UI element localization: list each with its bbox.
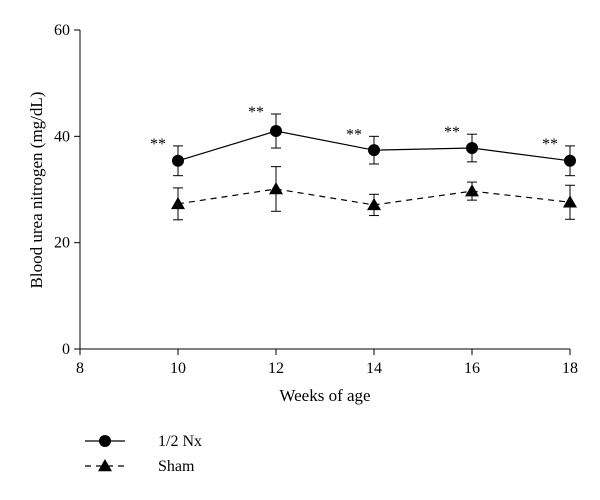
x-tick-label: 14 <box>366 360 382 377</box>
x-axis-label: Weeks of age <box>279 386 370 405</box>
x-tick-label: 10 <box>170 360 186 377</box>
y-tick-label: 20 <box>54 235 70 252</box>
series-layer: ** ** ** ** ** <box>150 104 577 221</box>
y-tick-label: 60 <box>54 22 70 39</box>
significance-label: ** <box>542 136 558 153</box>
legend: 1/2 Nx Sham <box>85 433 202 475</box>
significance-label: ** <box>444 124 460 141</box>
legend-marker <box>98 459 112 472</box>
significance-label: ** <box>248 104 264 121</box>
y-tick-label: 40 <box>54 128 70 145</box>
series-2 <box>171 166 577 221</box>
legend-item: Sham <box>85 458 195 475</box>
data-point <box>172 154 184 167</box>
significance-label: ** <box>150 136 166 153</box>
x-tick-label: 12 <box>268 360 284 377</box>
data-point <box>564 154 576 167</box>
legend-item: 1/2 Nx <box>85 433 202 450</box>
data-point <box>171 196 185 210</box>
x-tick-label: 8 <box>76 360 84 377</box>
data-point <box>563 195 577 208</box>
data-point <box>270 125 282 138</box>
axes: 8 10 12 14 16 18 0 20 40 60 <box>54 22 578 377</box>
data-point <box>367 197 381 211</box>
x-tick-label: 16 <box>464 360 480 377</box>
data-point <box>368 144 380 157</box>
legend-label: 1/2 Nx <box>158 433 202 450</box>
data-point <box>466 142 478 155</box>
legend-marker <box>99 435 111 447</box>
x-tick-label: 18 <box>562 360 578 377</box>
y-tick-label: 0 <box>62 341 70 358</box>
data-point <box>465 184 479 197</box>
y-axis-label: Blood urea nitrogen (mg/dL) <box>27 92 46 289</box>
significance-label: ** <box>346 126 362 143</box>
data-point <box>269 181 283 195</box>
series-1: ** ** ** ** ** <box>150 104 576 177</box>
legend-label: Sham <box>158 458 195 475</box>
